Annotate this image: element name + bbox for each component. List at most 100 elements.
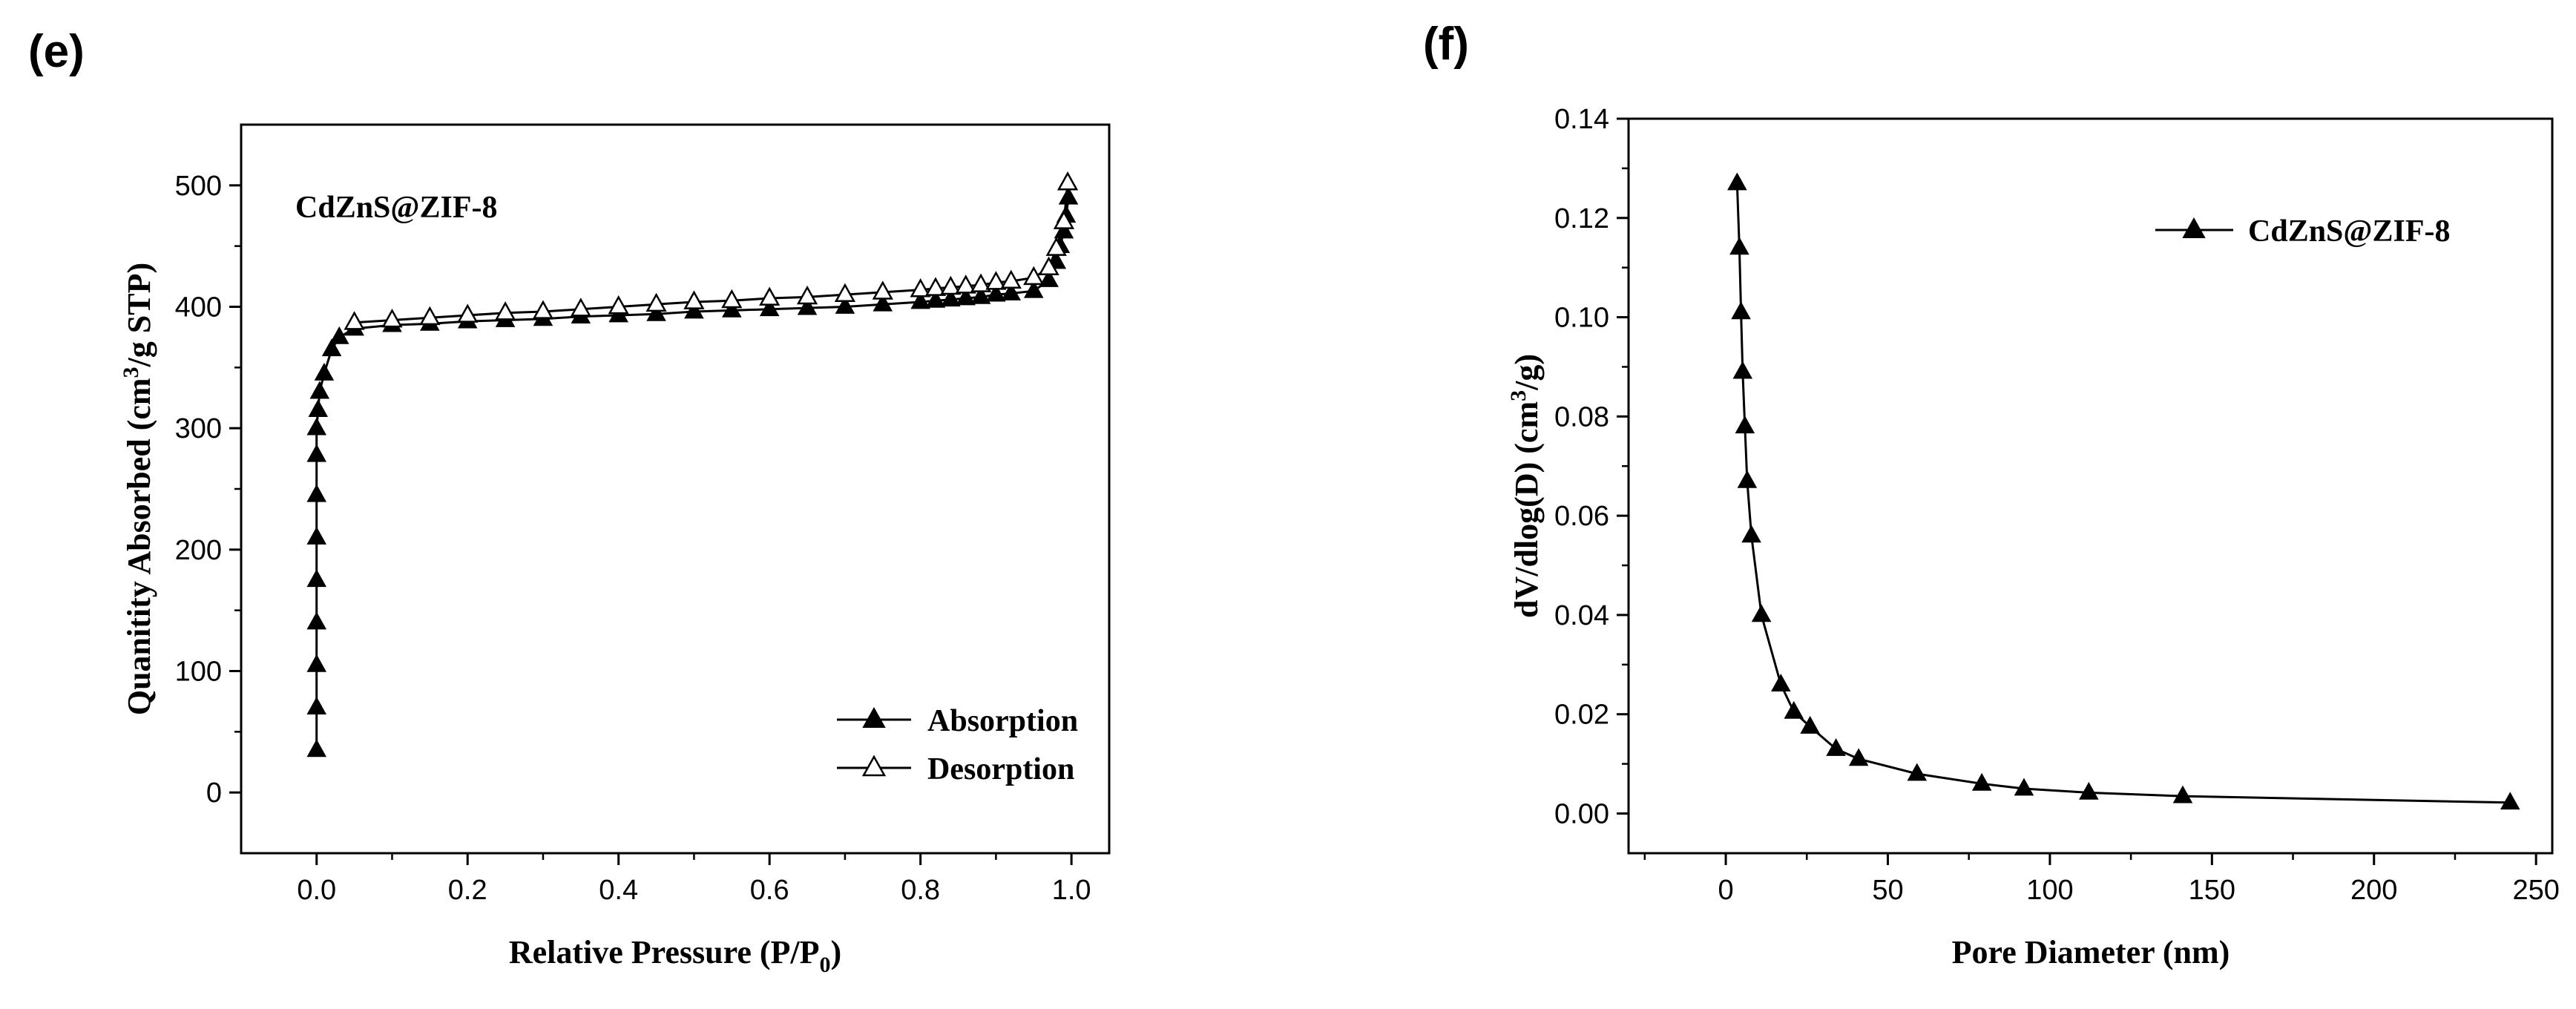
data-point-absorption — [306, 417, 327, 436]
data-point-cdzns-zif-8 — [1848, 748, 1869, 766]
data-point-absorption — [1023, 280, 1044, 298]
data-point-absorption — [306, 739, 327, 757]
data-point-absorption — [1039, 269, 1059, 287]
chart-f-series — [1727, 172, 2520, 810]
chart-e-y-axis-label: Quanitity Absorbed (cm3/g STP) — [119, 263, 157, 715]
chart-e-legend: Absorption Desorption — [837, 704, 1078, 786]
data-point-absorption — [1058, 186, 1079, 205]
data-point-desorption — [1045, 237, 1067, 256]
data-point-absorption — [306, 569, 327, 588]
e-xtick-label: 0.4 — [599, 875, 638, 906]
data-point-desorption — [494, 301, 516, 321]
data-point-desorption — [910, 278, 931, 298]
f-ytick-label: 0.02 — [1554, 700, 1609, 731]
data-point-absorption — [873, 293, 893, 312]
e-ytick-label: 300 — [175, 413, 222, 444]
data-point-desorption — [381, 308, 403, 328]
data-point-absorption — [329, 326, 349, 344]
legend-desorption-marker — [861, 755, 887, 777]
data-point-absorption — [321, 338, 342, 357]
series-line-cdzns-zif-8 — [1735, 183, 2511, 804]
data-point-desorption — [457, 303, 479, 323]
data-point-desorption — [834, 283, 856, 303]
data-point-cdzns-zif-8 — [2500, 792, 2520, 810]
data-point-desorption — [1057, 171, 1079, 191]
data-point-desorption — [1038, 256, 1059, 276]
chart-f-legend: CdZnS@ZIF-8 — [2155, 214, 2451, 249]
e-ytick-label: 400 — [175, 292, 222, 323]
data-point-absorption — [306, 611, 327, 630]
e-xtick-label: 0.0 — [297, 875, 336, 906]
data-point-cdzns-zif-8 — [1737, 470, 1758, 488]
chart-e-sample-label: CdZnS@ZIF-8 — [295, 191, 498, 225]
data-point-absorption — [306, 526, 327, 545]
data-point-absorption — [684, 300, 704, 319]
data-point-cdzns-zif-8 — [1907, 763, 1928, 781]
data-point-cdzns-zif-8 — [1826, 738, 1846, 756]
data-point-absorption — [722, 299, 742, 318]
data-point-absorption — [314, 363, 335, 381]
data-point-desorption — [1023, 266, 1045, 286]
f-ytick-label: 0.08 — [1554, 401, 1609, 433]
e-ytick-label: 0 — [206, 778, 222, 809]
panel-f-label: (f) — [1423, 19, 1469, 70]
data-point-absorption — [306, 697, 327, 714]
e-ytick-label: 100 — [175, 657, 222, 688]
f-ytick-label: 0.06 — [1554, 501, 1609, 532]
data-point-desorption — [344, 311, 365, 330]
e-ytick-label: 200 — [175, 535, 222, 566]
f-xtick-label: 50 — [1872, 875, 1903, 906]
legend-desorption-label: Desorption — [927, 752, 1074, 786]
data-point-absorption — [306, 444, 327, 462]
chart-e-ticks: 0.0 0.2 0.4 0.6 0.8 1.0 0 100 200 300 400 500 — [175, 171, 1091, 906]
chart-f-x-axis-label: Pore Diameter (nm) — [1952, 934, 2230, 970]
data-point-absorption — [759, 298, 780, 317]
data-point-cdzns-zif-8 — [1771, 674, 1791, 691]
f-xtick-label: 100 — [2026, 875, 2073, 906]
data-point-cdzns-zif-8 — [1751, 604, 1772, 622]
legend-absorption-marker — [862, 706, 886, 728]
data-point-cdzns-zif-8 — [1735, 415, 1755, 434]
data-point-desorption — [796, 285, 818, 305]
f-xtick-label: 200 — [2350, 875, 2397, 906]
data-point-desorption — [419, 306, 441, 326]
data-point-desorption — [532, 300, 554, 319]
legend-entry-absorption: Absorption — [837, 704, 1078, 738]
data-point-absorption — [956, 287, 976, 306]
data-point-desorption — [645, 292, 667, 312]
f-ytick-label: 0.10 — [1554, 303, 1609, 334]
f-xtick-label: 150 — [2189, 875, 2235, 906]
data-point-desorption — [955, 275, 976, 294]
f-ytick-label: 0.00 — [1554, 798, 1609, 829]
e-ytick-label: 500 — [175, 171, 222, 202]
data-point-absorption — [797, 297, 818, 315]
chart-e-frame — [240, 123, 1111, 855]
data-point-desorption — [970, 273, 992, 292]
legend-absorption-label: Absorption — [927, 704, 1078, 738]
legend-cdzns-marker — [2182, 217, 2206, 238]
data-point-cdzns-zif-8 — [2014, 778, 2034, 796]
data-point-absorption — [835, 295, 855, 314]
chart-f: 0 50 100 150 200 250 0.00 0.02 0.04 0.06 0.08 0.10 0… — [1506, 104, 2560, 970]
panel-e-label: (e) — [28, 26, 85, 77]
chart-e: 0.0 0.2 0.4 0.6 0.8 1.0 0 100 200 300 400 500 CdZnS… — [119, 123, 1111, 977]
data-point-absorption — [910, 291, 930, 309]
f-ytick-label: 0.12 — [1554, 203, 1609, 234]
e-xtick-label: 1.0 — [1052, 875, 1091, 906]
f-ytick-label: 0.04 — [1554, 600, 1609, 631]
chart-f-y-axis-label: dV/dlog(D) (cm3/g) — [1506, 354, 1545, 618]
data-point-desorption — [683, 290, 705, 309]
data-point-desorption — [570, 298, 591, 317]
data-point-desorption — [1053, 210, 1075, 229]
data-point-desorption — [872, 280, 893, 300]
data-point-absorption — [306, 484, 327, 502]
data-point-absorption — [986, 283, 1006, 302]
data-point-cdzns-zif-8 — [1732, 361, 1753, 379]
data-point-cdzns-zif-8 — [1727, 172, 1747, 191]
data-point-cdzns-zif-8 — [1731, 301, 1751, 320]
chart-f-frame — [1627, 117, 2554, 855]
chart-e-series — [306, 171, 1079, 757]
data-point-absorption — [925, 289, 946, 308]
f-xtick-label: 250 — [2512, 875, 2559, 906]
data-point-desorption — [1000, 269, 1022, 289]
